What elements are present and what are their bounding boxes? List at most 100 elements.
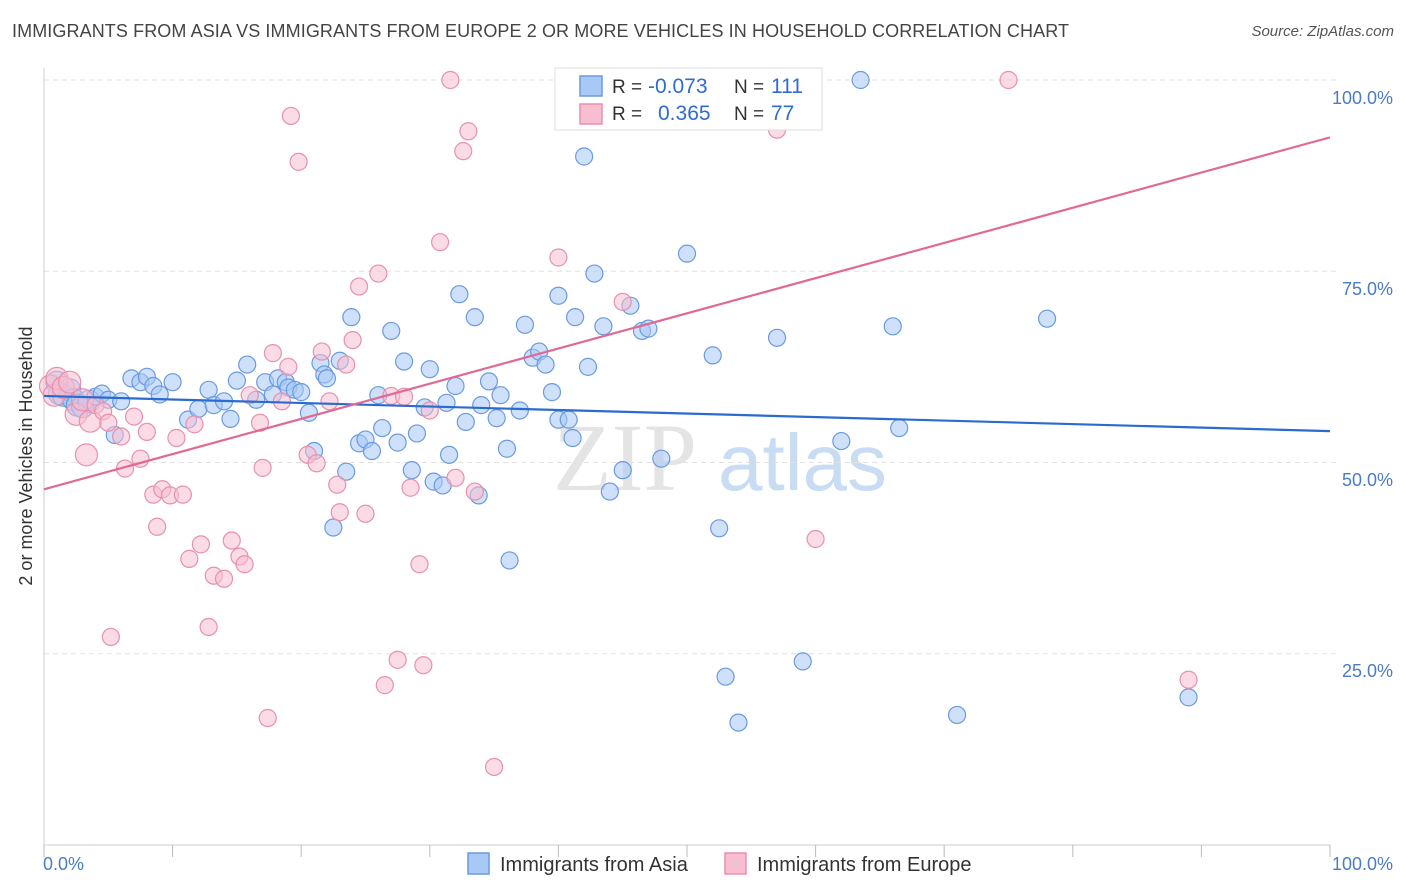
point-europe-25 [185, 415, 204, 434]
legend-r-label-asia: R = [612, 77, 642, 98]
point-asia-71 [510, 401, 529, 420]
point-asia-91 [652, 449, 671, 468]
point-europe-41 [289, 152, 308, 171]
point-asia-60 [446, 376, 465, 396]
y-tick-label-25: 25.0% [1342, 661, 1393, 681]
trend-line-asia [43, 394, 1331, 433]
point-europe-69 [613, 292, 632, 311]
point-europe-64 [454, 142, 473, 161]
point-asia-61 [450, 285, 469, 304]
point-asia-76 [542, 383, 562, 402]
point-asia-20 [189, 399, 208, 419]
point-europe-24 [180, 549, 199, 568]
point-europe-65 [459, 122, 478, 141]
y-tick-label-75: 75.0% [1342, 279, 1393, 299]
point-asia-105 [1179, 688, 1198, 707]
point-europe-43 [307, 454, 326, 473]
point-europe-48 [337, 355, 356, 374]
point-asia-50 [388, 433, 407, 452]
point-europe-75 [999, 70, 1018, 90]
point-asia-26 [238, 355, 257, 374]
point-europe-40 [281, 106, 301, 126]
point-asia-75 [536, 355, 555, 374]
point-asia-68 [491, 386, 510, 405]
point-europe-68 [549, 248, 568, 267]
y-axis-label: 2 or more Vehicles in Household [16, 326, 36, 585]
legend-n-label-europe: N = [734, 104, 764, 125]
point-asia-79 [559, 410, 578, 429]
point-europe-23 [173, 485, 192, 504]
y-tick-label-100: 100.0% [1332, 88, 1393, 108]
trend-lines [43, 136, 1331, 491]
chart-title: IMMIGRANTS FROM ASIA VS IMMIGRANTS FROM … [12, 21, 1070, 41]
point-asia-92 [677, 244, 697, 263]
point-asia-25 [227, 371, 246, 390]
point-asia-101 [883, 317, 902, 336]
point-asia-85 [594, 317, 613, 336]
point-europe-45 [320, 392, 339, 411]
point-europe-58 [410, 555, 429, 574]
legend-n-value-asia: 111 [771, 75, 803, 98]
point-europe-76 [1179, 670, 1198, 689]
point-asia-51 [394, 352, 414, 371]
point-asia-96 [729, 713, 748, 732]
point-asia-99 [832, 431, 851, 451]
point-asia-84 [585, 264, 604, 283]
point-europe-49 [343, 331, 362, 350]
point-asia-12 [112, 392, 131, 411]
point-asia-43 [342, 308, 361, 327]
point-europe-61 [430, 233, 450, 252]
point-europe-62 [441, 70, 460, 90]
point-europe-32 [235, 555, 254, 574]
y-tick-label-50: 50.0% [1342, 470, 1393, 490]
point-europe-17 [137, 422, 156, 441]
point-europe-39 [279, 357, 298, 376]
correlation-legend: R = -0.073 N = 111 R = 0.365 N = 77 [554, 67, 823, 131]
point-asia-55 [420, 360, 439, 379]
point-asia-103 [947, 705, 967, 725]
point-europe-50 [349, 277, 369, 296]
point-europe-26 [191, 535, 210, 554]
point-asia-39 [317, 369, 337, 388]
point-asia-40 [324, 518, 343, 537]
point-europe-12 [101, 627, 120, 647]
point-asia-58 [437, 393, 456, 412]
legend-n-value-europe: 77 [771, 102, 794, 125]
point-europe-55 [388, 650, 407, 669]
legend-swatch-asia [579, 75, 603, 97]
point-europe-7 [74, 443, 99, 467]
point-europe-36 [258, 708, 277, 728]
point-asia-46 [362, 441, 382, 461]
point-asia-18 [163, 373, 182, 392]
x-tick-label-min: 0.0% [43, 854, 84, 874]
bottom-legend-swatch-asia [467, 852, 490, 875]
trend-line-europe [43, 136, 1331, 491]
point-asia-70 [500, 551, 519, 570]
point-asia-65 [472, 396, 491, 415]
point-europe-52 [369, 264, 388, 283]
point-asia-83 [578, 357, 598, 376]
point-europe-44 [312, 342, 331, 361]
point-asia-102 [890, 418, 909, 438]
point-asia-49 [382, 321, 401, 341]
point-asia-42 [337, 462, 356, 481]
point-europe-67 [485, 757, 504, 777]
series-legend: Immigrants from Asia Immigrants from Eur… [467, 852, 972, 876]
point-asia-87 [613, 461, 632, 480]
point-europe-35 [253, 458, 272, 477]
legend-r-value-asia: -0.073 [648, 75, 708, 98]
point-europe-15 [124, 407, 144, 426]
point-asia-97 [767, 328, 787, 347]
point-asia-62 [456, 412, 475, 432]
x-tick-label-max: 100.0% [1332, 854, 1393, 874]
legend-r-value-europe: 0.365 [658, 102, 711, 125]
point-europe-11 [99, 413, 118, 432]
point-europe-13 [112, 427, 131, 446]
point-europe-66 [465, 482, 484, 501]
point-asia-95 [716, 667, 735, 686]
point-asia-81 [566, 308, 585, 327]
point-asia-52 [402, 461, 421, 480]
point-europe-30 [222, 531, 241, 550]
point-asia-21 [199, 380, 218, 399]
